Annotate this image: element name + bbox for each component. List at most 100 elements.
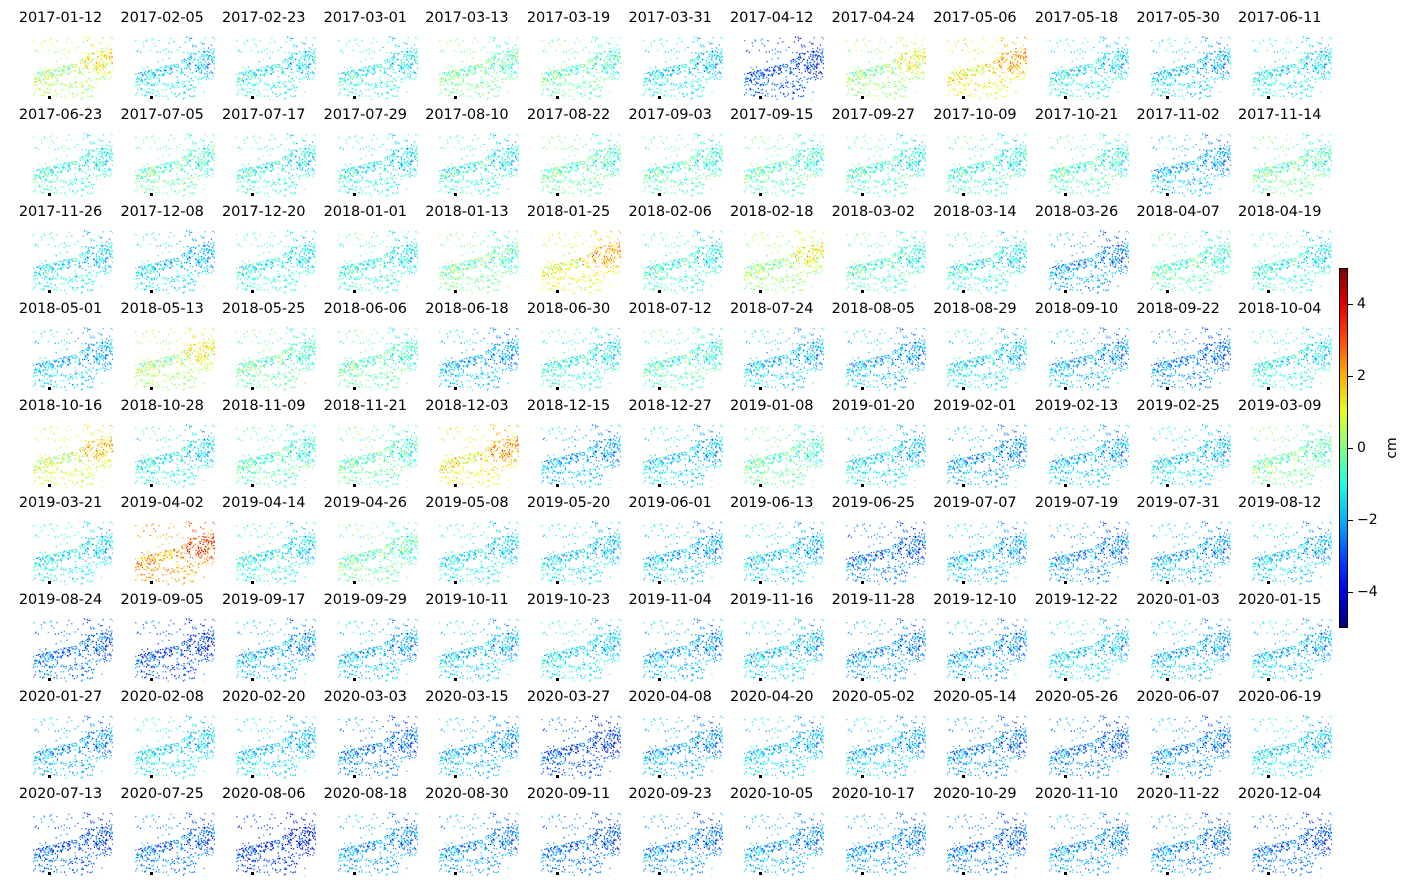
pixel-point [1116, 51, 1118, 53]
pixel-point [608, 66, 610, 68]
pixel-point [110, 48, 112, 50]
pixel-point [309, 47, 311, 49]
pixel-point [960, 78, 963, 80]
pixel-point [958, 84, 960, 86]
pixel-point [713, 73, 715, 75]
pixel-point [249, 82, 251, 84]
pixel-point [64, 71, 66, 73]
pixel-point [477, 65, 479, 67]
pixel-point [373, 51, 375, 53]
pixel-point [455, 69, 457, 71]
pixel-point [897, 65, 900, 68]
pixel-point [104, 65, 106, 67]
panel-2017-02-23: 2017-02-23 [213, 0, 317, 100]
pixel-point [337, 82, 340, 84]
pixel-point [1060, 40, 1062, 42]
pixel-point [455, 39, 457, 41]
pixel-point [357, 82, 359, 84]
pixel-point [594, 36, 596, 38]
pixel-point [1050, 92, 1052, 94]
pixel-point [858, 91, 860, 93]
pixel-point [585, 46, 587, 49]
pixel-point [135, 80, 138, 83]
pixel-point [165, 65, 167, 67]
pixel-point [744, 40, 746, 42]
pixel-point [542, 80, 544, 83]
pixel-point [468, 73, 470, 75]
pixel-point [107, 72, 109, 74]
pixel-point [770, 74, 772, 76]
pixel-point [556, 76, 558, 78]
pixel-point [592, 80, 594, 82]
pixel-point [961, 75, 964, 77]
pixel-point [667, 74, 669, 76]
pixel-point [298, 66, 300, 68]
pixel-point [1126, 73, 1128, 75]
pixel-point [209, 49, 211, 51]
pixel-point [497, 52, 499, 54]
pixel-point [615, 72, 617, 74]
pixel-point [167, 42, 170, 44]
pixel-point [918, 58, 920, 60]
pixel-point [505, 65, 507, 67]
pixel-point [563, 68, 565, 70]
pixel-point [680, 41, 682, 43]
pixel-point [200, 71, 202, 73]
pixel-point [711, 63, 713, 65]
pixel-point [1017, 76, 1019, 78]
pixel-point [1117, 63, 1119, 65]
pixel-point [149, 49, 151, 52]
pixel-point [255, 77, 257, 79]
pixel-point [413, 72, 415, 74]
pixel-point [252, 74, 255, 77]
pixel-point [718, 44, 720, 46]
pixel-point [796, 52, 798, 54]
pixel-point [901, 37, 903, 39]
pixel-point [813, 76, 816, 78]
pixel-point [799, 56, 802, 58]
pixel-point [391, 66, 393, 68]
pixel-point [63, 66, 65, 68]
pixel-point [412, 63, 414, 65]
pixel-point [253, 83, 255, 85]
pixel-point [1002, 68, 1004, 71]
pixel-point [694, 60, 696, 62]
pixel-point [893, 92, 896, 94]
pixel-point [239, 78, 242, 80]
pixel-point [109, 71, 111, 74]
pixel-point [354, 74, 356, 77]
pixel-point [169, 37, 172, 39]
pixel-point [169, 73, 171, 75]
pixel-point [680, 65, 682, 67]
pixel-point [1115, 65, 1117, 67]
pixel-point [558, 83, 560, 85]
pixel-point [811, 65, 813, 67]
pixel-point [1103, 38, 1105, 40]
pixel-point [972, 70, 974, 72]
pixel-point [136, 50, 138, 52]
pixel-point [43, 91, 46, 93]
pixel-point [156, 51, 158, 53]
pixel-point [402, 71, 404, 74]
pixel-point [757, 87, 760, 90]
pixel-point [512, 62, 514, 64]
pixel-point [691, 91, 693, 93]
pixel-point [88, 52, 90, 54]
pixel-point [200, 78, 202, 80]
pixel-point [1117, 43, 1119, 45]
pixel-point [799, 57, 801, 59]
pixel-point [653, 91, 655, 93]
pixel-point [594, 80, 596, 82]
pixel-point [82, 41, 84, 43]
pixel-point [370, 98, 372, 100]
pixel-point [196, 66, 198, 68]
pixel-point [509, 54, 512, 56]
pixel-point [143, 89, 145, 91]
pixel-point [291, 52, 293, 54]
pixel-point [589, 58, 592, 60]
pixel-point [897, 88, 899, 90]
pixel-point [189, 88, 191, 90]
pixel-point [268, 83, 271, 86]
pixel-point [54, 77, 56, 79]
pixel-point [706, 78, 708, 80]
